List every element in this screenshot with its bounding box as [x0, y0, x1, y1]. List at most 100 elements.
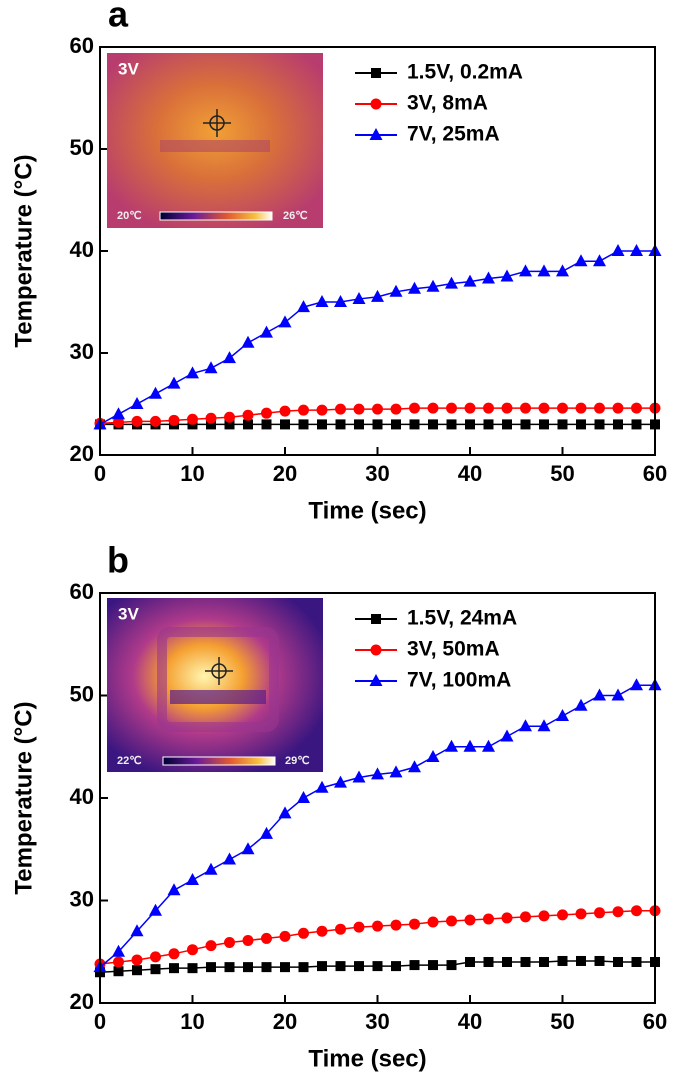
x-axis-label: Time (sec)	[308, 497, 426, 524]
y-axis-label: Temperature (°C)	[10, 154, 37, 347]
marker	[113, 416, 124, 428]
marker	[613, 957, 623, 967]
marker	[501, 402, 513, 414]
marker	[353, 403, 365, 415]
legend-marker	[370, 98, 382, 110]
marker	[261, 932, 272, 944]
marker	[261, 407, 272, 419]
marker	[391, 961, 401, 972]
marker	[409, 402, 420, 414]
marker	[576, 955, 586, 966]
legend-marker	[371, 614, 381, 624]
marker	[241, 842, 255, 855]
marker	[519, 264, 532, 277]
color-bar	[162, 756, 276, 766]
marker	[130, 924, 144, 937]
marker	[167, 376, 181, 389]
marker	[132, 965, 142, 976]
legend-label: 7V, 25mA	[407, 123, 500, 146]
marker	[298, 419, 309, 430]
marker	[556, 709, 569, 721]
marker	[279, 405, 291, 417]
marker	[335, 403, 346, 415]
marker	[352, 770, 366, 783]
marker	[113, 966, 124, 977]
marker	[409, 918, 420, 930]
marker	[445, 739, 458, 752]
thermal-feature	[157, 627, 279, 732]
marker	[520, 402, 531, 414]
legend-label: 7V, 100mA	[407, 669, 511, 692]
marker	[612, 906, 624, 918]
marker	[574, 698, 588, 711]
marker	[537, 264, 551, 277]
x-tick-label: 40	[458, 1009, 482, 1034]
marker	[372, 419, 383, 430]
marker	[372, 961, 383, 972]
marker	[317, 419, 327, 430]
marker	[482, 271, 495, 284]
marker	[500, 269, 514, 282]
marker	[557, 955, 568, 966]
marker	[463, 739, 477, 752]
marker	[280, 962, 290, 973]
marker	[205, 412, 217, 424]
marker	[279, 930, 291, 942]
marker	[243, 419, 253, 430]
y-tick-label: 50	[70, 681, 94, 706]
marker	[150, 415, 161, 427]
marker	[594, 907, 605, 919]
y-tick-label: 40	[70, 784, 94, 809]
marker	[465, 419, 475, 430]
marker	[149, 903, 162, 916]
y-tick-label: 60	[70, 579, 94, 604]
marker	[630, 678, 643, 691]
marker	[611, 688, 625, 701]
x-tick-label: 0	[94, 461, 106, 486]
marker	[168, 948, 180, 960]
marker	[593, 688, 606, 701]
series-line	[99, 250, 655, 426]
marker	[389, 765, 403, 778]
marker	[206, 419, 216, 430]
marker	[261, 419, 272, 430]
x-tick-label: 50	[550, 1009, 574, 1034]
marker	[354, 961, 364, 972]
inset-label: 3V	[118, 604, 139, 623]
crosshair	[205, 657, 233, 685]
x-tick-label: 20	[273, 461, 297, 486]
marker	[613, 419, 623, 430]
thermal-image	[107, 598, 323, 772]
marker	[390, 919, 402, 931]
marker	[223, 351, 236, 364]
marker	[224, 937, 235, 949]
marker	[426, 750, 440, 762]
marker	[131, 954, 143, 966]
marker	[149, 386, 162, 399]
legend-marker	[370, 644, 382, 656]
marker	[446, 915, 457, 927]
marker	[371, 289, 384, 302]
marker	[519, 719, 532, 732]
scale-max: 29℃	[285, 755, 310, 767]
marker	[611, 244, 625, 256]
marker	[112, 944, 125, 957]
marker	[538, 402, 550, 414]
marker	[206, 962, 216, 973]
x-tick-label: 50	[550, 461, 574, 486]
marker	[502, 957, 512, 967]
x-tick-label: 60	[643, 461, 667, 486]
legend-label: 3V, 50mA	[407, 638, 500, 661]
scale-min: 20℃	[117, 210, 142, 222]
y-tick-label: 60	[70, 33, 94, 58]
thermal-feature	[170, 690, 266, 704]
marker	[446, 402, 457, 414]
x-tick-label: 30	[365, 461, 389, 486]
color-bar	[159, 211, 273, 221]
y-axis-label: Temperature (°C)	[10, 701, 37, 894]
marker	[372, 920, 383, 932]
marker	[409, 419, 420, 430]
panel-label: a	[108, 0, 129, 35]
panel-label: b	[107, 540, 129, 581]
